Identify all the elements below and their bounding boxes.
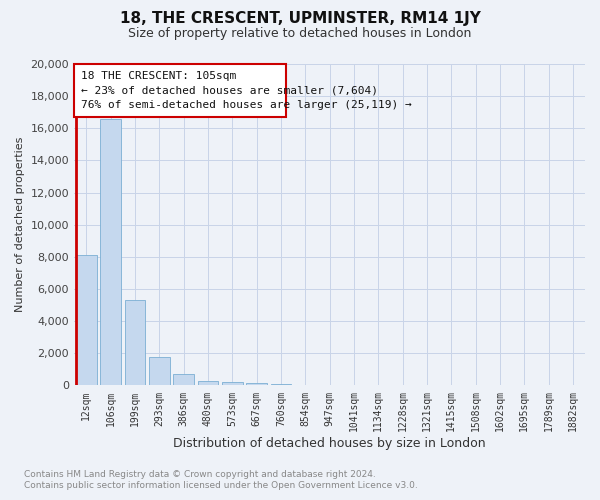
Text: 18, THE CRESCENT, UPMINSTER, RM14 1JY: 18, THE CRESCENT, UPMINSTER, RM14 1JY [119, 12, 481, 26]
Bar [295, 385, 316, 386]
Text: Contains HM Land Registry data © Crown copyright and database right 2024.: Contains HM Land Registry data © Crown c… [24, 470, 376, 479]
Text: Size of property relative to detached houses in London: Size of property relative to detached ho… [128, 28, 472, 40]
Bar [246, 383, 267, 386]
Text: 18 THE CRESCENT: 105sqm: 18 THE CRESCENT: 105sqm [81, 70, 236, 81]
Bar [271, 384, 291, 386]
Y-axis label: Number of detached properties: Number of detached properties [15, 137, 25, 312]
X-axis label: Distribution of detached houses by size in London: Distribution of detached houses by size … [173, 437, 486, 450]
Bar [125, 300, 145, 386]
Bar [149, 358, 170, 386]
Text: Contains public sector information licensed under the Open Government Licence v3: Contains public sector information licen… [24, 481, 418, 490]
Text: ← 23% of detached houses are smaller (7,604): ← 23% of detached houses are smaller (7,… [81, 86, 378, 96]
Bar [173, 374, 194, 386]
Text: 76% of semi-detached houses are larger (25,119) →: 76% of semi-detached houses are larger (… [81, 100, 412, 110]
Bar [222, 382, 242, 386]
Bar [100, 118, 121, 386]
Bar [197, 381, 218, 386]
Bar [76, 256, 97, 386]
